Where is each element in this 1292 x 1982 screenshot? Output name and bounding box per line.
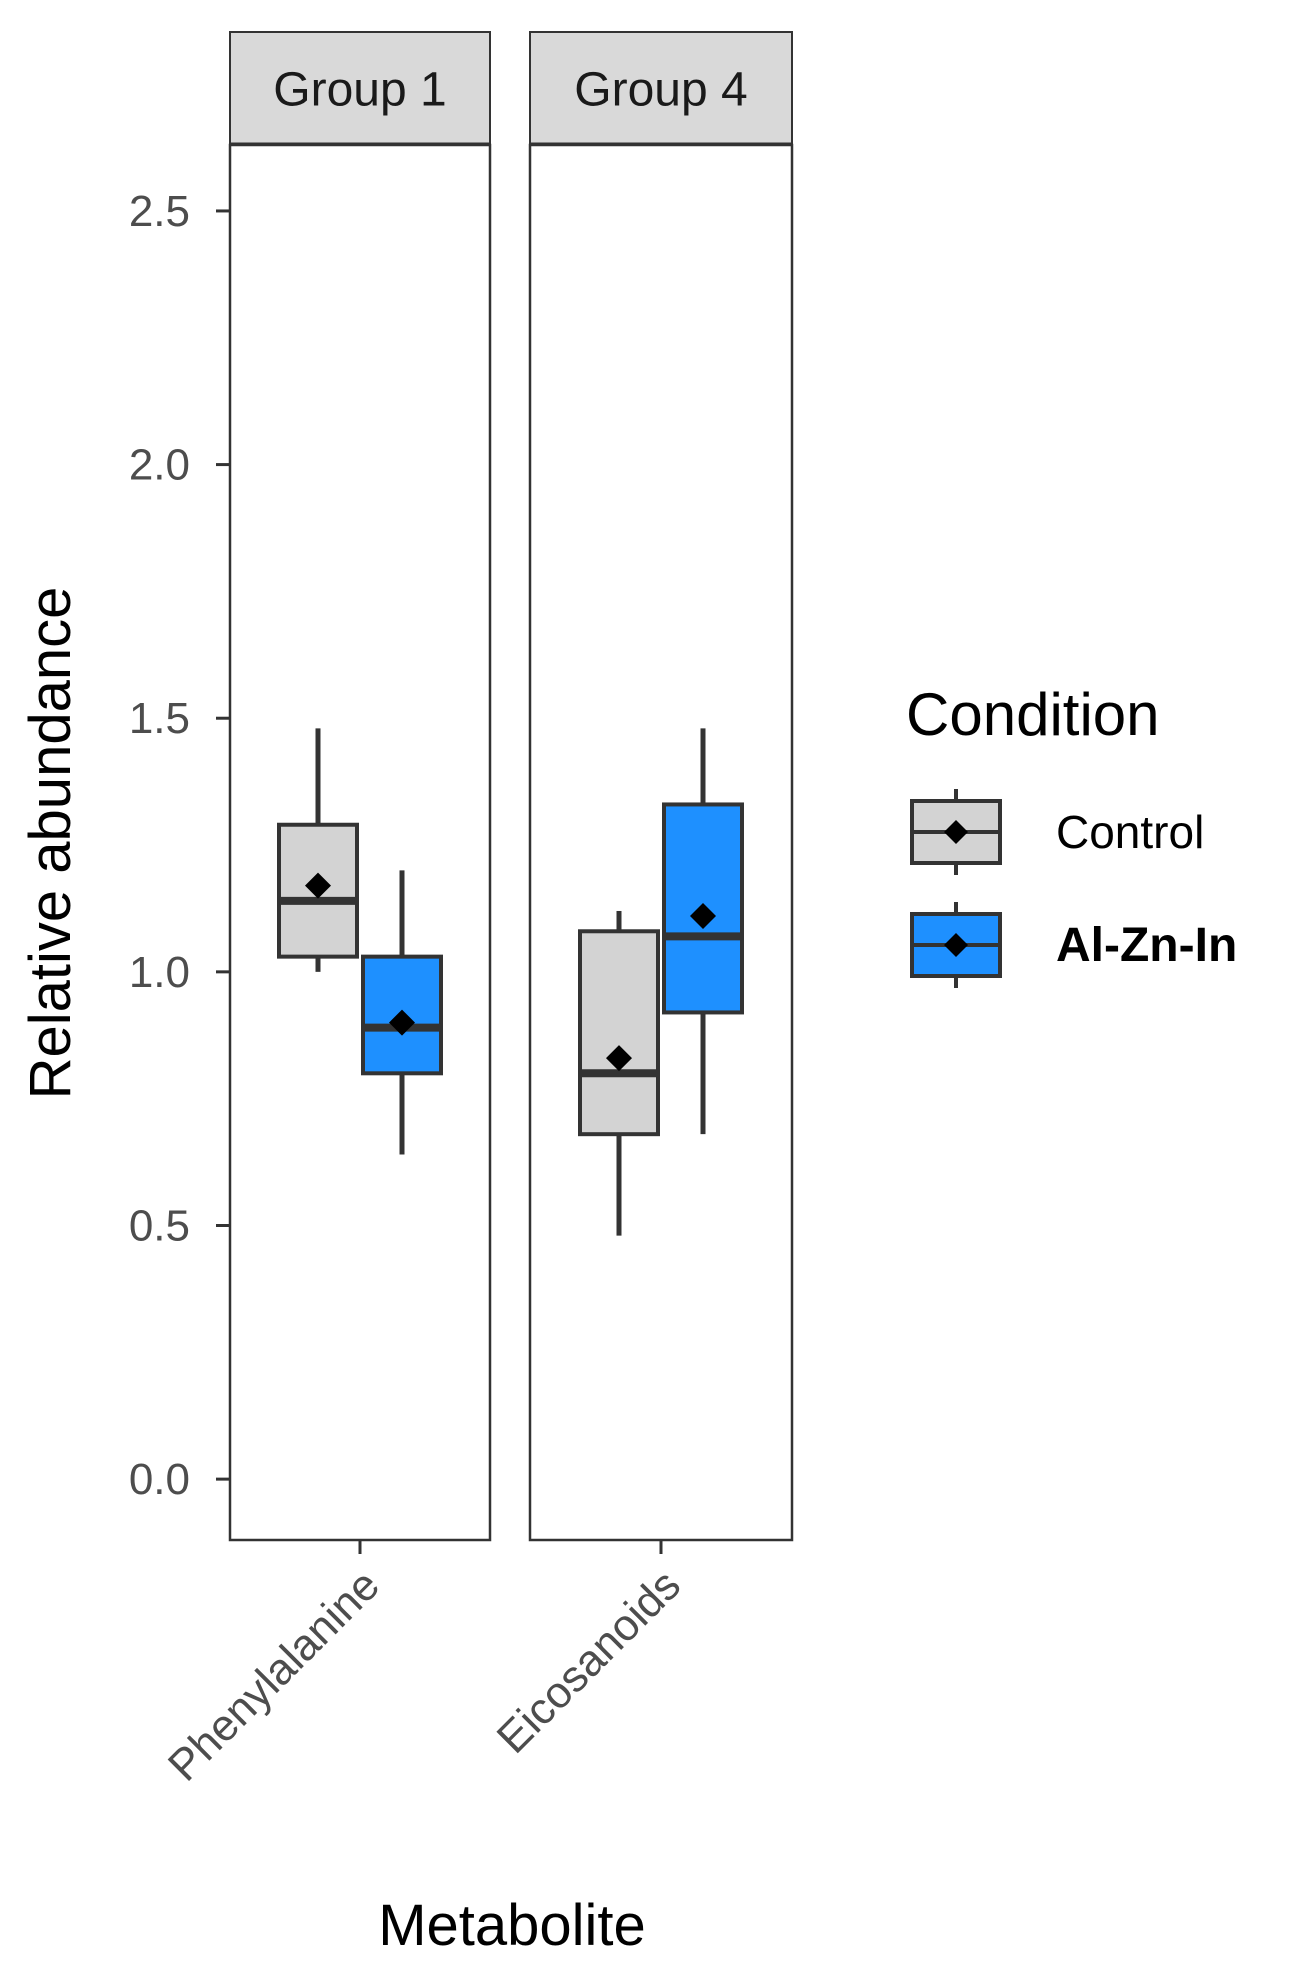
box-al-zn-in bbox=[361, 870, 443, 1155]
box-al-zn-in bbox=[662, 728, 744, 1135]
y-axis-title: Relative abundance bbox=[18, 587, 83, 1100]
facet-strip bbox=[229, 31, 491, 146]
legend-key-control: Control bbox=[910, 789, 1204, 875]
y-tick-label: 2.5 bbox=[129, 187, 190, 236]
facet-panel: Group 4 bbox=[528, 31, 794, 1542]
box-control bbox=[578, 910, 660, 1236]
y-tick-label: 1.0 bbox=[129, 948, 190, 997]
y-tick-label: 0.5 bbox=[129, 1201, 190, 1250]
mean-marker bbox=[690, 903, 716, 930]
x-axis: Phenylalanine Eicosanoids bbox=[159, 1540, 690, 1791]
legend-key-mean bbox=[944, 820, 968, 844]
legend-label: Control bbox=[1056, 806, 1204, 858]
y-tick-label: 1.5 bbox=[129, 694, 190, 743]
x-tick-label: Phenylalanine bbox=[159, 1560, 389, 1790]
y-tick-label: 0.0 bbox=[129, 1455, 190, 1504]
facet-panels: Group 1 Group 4 bbox=[228, 31, 794, 1542]
x-tick-label: Eicosanoids bbox=[488, 1560, 690, 1762]
y-axis: 0.0 0.5 1.0 1.5 2.0 2.5 bbox=[129, 187, 230, 1504]
mean-marker bbox=[389, 1009, 415, 1036]
legend-key-al-zn-in: Al-Zn-In bbox=[910, 902, 1237, 988]
legend-title: Condition bbox=[906, 681, 1160, 748]
y-tick-label: 2.0 bbox=[129, 441, 190, 490]
facet-strip-label: Group 4 bbox=[574, 64, 747, 117]
legend-label: Al-Zn-In bbox=[1056, 919, 1237, 972]
box-control bbox=[277, 728, 359, 972]
facet-panel: Group 1 bbox=[228, 31, 492, 1542]
facet-panel-background bbox=[528, 143, 794, 1542]
box-body bbox=[578, 929, 660, 1137]
mean-marker bbox=[606, 1045, 632, 1072]
facet-strip-label: Group 1 bbox=[273, 64, 446, 117]
facet-strip bbox=[529, 31, 793, 146]
legend-key-mean bbox=[944, 933, 968, 957]
facet-panel-background bbox=[228, 143, 492, 1542]
legend: Condition Control Al-Zn-In bbox=[906, 681, 1237, 988]
mean-marker bbox=[305, 872, 331, 899]
x-axis-title: Metabolite bbox=[378, 1893, 646, 1958]
